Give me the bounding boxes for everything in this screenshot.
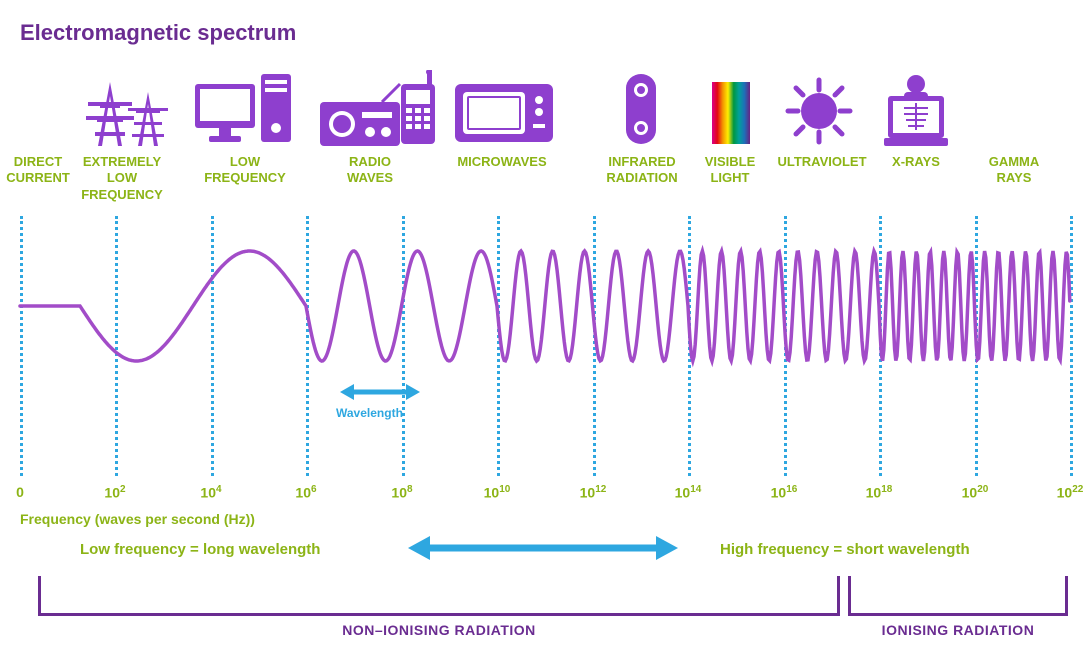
wave-area: 0102104106108101010121014101610181020102… (20, 216, 1070, 416)
frequency-tick: 104 (200, 484, 221, 501)
high-frequency-caption: High frequency = short wavelength (720, 541, 970, 558)
xray-icon (876, 66, 956, 146)
phone-icon (390, 66, 450, 146)
computer-icon (190, 66, 300, 146)
remote-icon (616, 66, 666, 146)
radiation-brackets: NON–IONISING RADIATION IONISING RADIATIO… (20, 576, 1070, 636)
band-label: VISIBLE LIGHT (705, 154, 756, 187)
frequency-tick: 1012 (580, 484, 607, 501)
page-title: Electromagnetic spectrum (20, 20, 1070, 46)
band-labels: DIRECT CURRENT EXTREMELY LOW FREQUENCY L… (20, 154, 1070, 209)
frequency-tick: 108 (391, 484, 412, 501)
rainbow-icon (706, 66, 756, 146)
frequency-arrow (408, 534, 678, 562)
ionising-bracket (848, 576, 1068, 616)
nonionising-label: NON–IONISING RADIATION (342, 622, 536, 638)
band-label: INFRARED RADIATION (606, 154, 677, 187)
nonionising-bracket (38, 576, 840, 616)
frequency-tick: 1022 (1057, 484, 1084, 501)
ionising-label: IONISING RADIATION (882, 622, 1035, 638)
band-label: MICROWAVES (457, 154, 546, 170)
spectrum-diagram: DIRECT CURRENT EXTREMELY LOW FREQUENCY L… (20, 66, 1070, 646)
frequency-tick: 102 (104, 484, 125, 501)
grid-line (1070, 216, 1073, 476)
frequency-tick: 106 (295, 484, 316, 501)
frequency-tick: 1010 (484, 484, 511, 501)
pylons-icon (75, 66, 185, 146)
icons-row (20, 66, 1070, 146)
wave-curve (20, 216, 1070, 396)
band-label: GAMMA RAYS (989, 154, 1040, 187)
band-label: EXTREMELY LOW FREQUENCY (81, 154, 163, 203)
band-label: DIRECT CURRENT (6, 154, 70, 187)
wavelength-label: Wavelength (336, 406, 403, 420)
frequency-axis-title: Frequency (waves per second (Hz)) (20, 511, 255, 527)
band-label: ULTRAVIOLET (777, 154, 866, 170)
wavelength-arrow (340, 382, 420, 402)
band-label: X-RAYS (892, 154, 940, 170)
frequency-tick: 1014 (675, 484, 702, 501)
band-label: LOW FREQUENCY (204, 154, 286, 187)
microwave-icon (450, 66, 560, 146)
sun-icon (784, 66, 854, 146)
frequency-tick: 1020 (962, 484, 989, 501)
frequency-tick: 1016 (771, 484, 798, 501)
frequency-tick: 1018 (866, 484, 893, 501)
frequency-tick: 0 (16, 484, 24, 500)
low-frequency-caption: Low frequency = long wavelength (80, 541, 320, 558)
band-label: RADIO WAVES (347, 154, 393, 187)
